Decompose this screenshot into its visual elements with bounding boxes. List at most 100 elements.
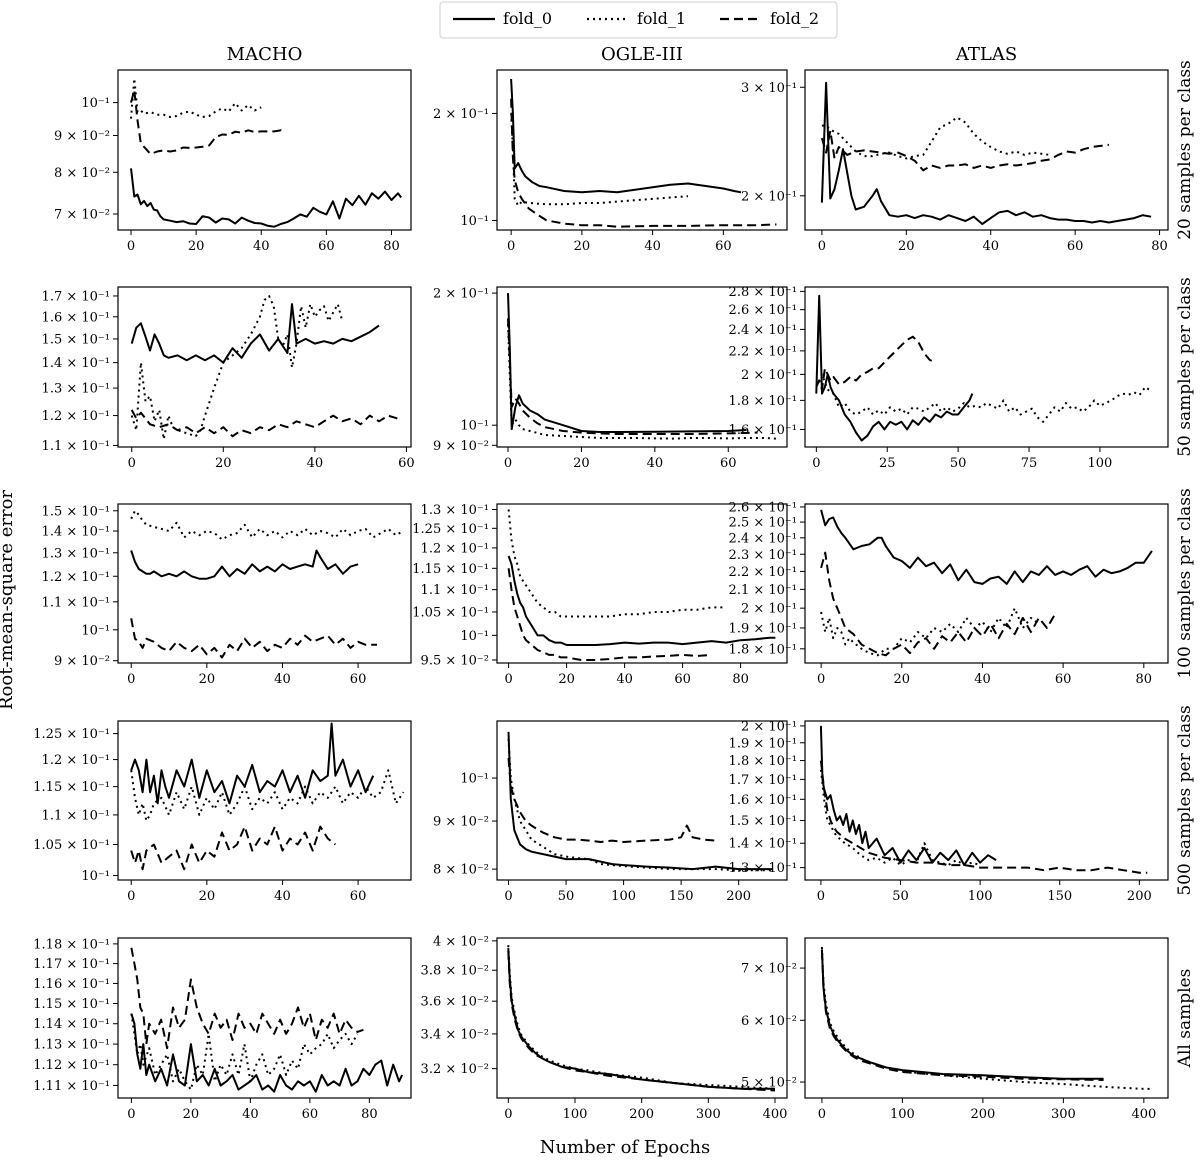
x-tick-label: 60 bbox=[302, 1107, 319, 1122]
x-tick-label: 60 bbox=[1055, 672, 1072, 687]
y-tick-label: 5 × 10⁻² bbox=[741, 1076, 797, 1091]
panel-4-2: 0 100 200 300 400 5 × 10⁻² 6 × 10⁻² 7 × 10⁻² bbox=[741, 937, 1169, 1122]
y-tick-label: 1.18 × 10⁻¹ bbox=[33, 937, 110, 952]
x-tick-label: 40 bbox=[253, 239, 270, 254]
series-line-fold_2 bbox=[130, 947, 364, 1050]
row-label: 500 samples per class bbox=[1175, 705, 1195, 895]
y-tick-label: 1.3 × 10⁻¹ bbox=[42, 546, 110, 561]
series-line-fold_1 bbox=[510, 113, 689, 207]
x-axis-title: Number of Epochs bbox=[540, 1137, 711, 1158]
series-line-fold_1 bbox=[507, 509, 727, 618]
panels: MACHO OGLE-III ATLAS 20 samples per class 50… bbox=[33, 44, 1195, 1122]
y-tick-label: 1.1 × 10⁻¹ bbox=[42, 439, 110, 454]
y-tick-label: 1.8 × 10⁻¹ bbox=[729, 394, 797, 409]
x-tick-label: 100 bbox=[968, 889, 993, 904]
panel-frame bbox=[804, 720, 1169, 881]
panel-frame bbox=[117, 720, 412, 881]
panel-2-0: 0 20 40 60 9 × 10⁻² 10⁻¹ 1.1 × 10⁻¹ 1.2 × 10⁻¹ 1… bbox=[42, 503, 412, 687]
x-tick-label: 100 bbox=[611, 889, 636, 904]
y-tick-label: 1.1 × 10⁻¹ bbox=[42, 808, 110, 823]
series-line-fold_0 bbox=[507, 948, 775, 1090]
y-tick-label: 1.4 × 10⁻¹ bbox=[42, 356, 110, 371]
series-line-fold_2 bbox=[510, 98, 777, 228]
y-tick-label: 1.7 × 10⁻¹ bbox=[729, 773, 797, 788]
y-tick-label: 10⁻¹ bbox=[460, 629, 489, 644]
x-tick-label: 100 bbox=[890, 1107, 915, 1122]
y-tick-label: 4 × 10⁻² bbox=[433, 934, 489, 949]
x-tick-label: 150 bbox=[669, 889, 694, 904]
legend-frame bbox=[439, 1, 838, 39]
panel-3-1: 0 50 100 150 200 8 × 10⁻² 9 × 10⁻² 10⁻¹ bbox=[433, 720, 788, 904]
x-tick-label: 0 bbox=[127, 239, 135, 254]
y-tick-label: 1.2 × 10⁻¹ bbox=[42, 409, 110, 424]
y-tick-label: 2 × 10⁻¹ bbox=[433, 287, 489, 302]
series-line-fold_2 bbox=[820, 551, 1056, 657]
row-label: 20 samples per class bbox=[1175, 60, 1195, 240]
x-tick-label: 0 bbox=[127, 1107, 135, 1122]
x-tick-label: 200 bbox=[726, 889, 751, 904]
x-tick-label: 40 bbox=[242, 1107, 259, 1122]
series-line-fold_0 bbox=[130, 1013, 404, 1093]
y-axis-title: Root-mean-square error bbox=[0, 490, 17, 710]
x-tick-label: 300 bbox=[696, 1107, 721, 1122]
panel-frame bbox=[804, 503, 1169, 664]
y-tick-label: 1.17 × 10⁻¹ bbox=[33, 957, 110, 972]
series-line-fold_0 bbox=[130, 722, 375, 805]
x-tick-label: 60 bbox=[715, 239, 732, 254]
x-tick-label: 60 bbox=[674, 672, 691, 687]
x-tick-label: 60 bbox=[720, 456, 737, 471]
y-tick-label: 1.4 × 10⁻¹ bbox=[42, 525, 110, 540]
x-tick-label: 100 bbox=[563, 1107, 588, 1122]
y-tick-label: 6 × 10⁻² bbox=[741, 1014, 797, 1029]
x-tick-label: 50 bbox=[950, 456, 967, 471]
series-line-fold_1 bbox=[130, 295, 344, 441]
y-tick-label: 2.1 × 10⁻¹ bbox=[729, 583, 797, 598]
panel-frame bbox=[496, 286, 788, 448]
panel-0-2: 0 20 40 60 80 2 × 10⁻¹ 3 × 10⁻¹ bbox=[741, 69, 1169, 254]
legend-label-fold_2: fold_2 bbox=[770, 9, 819, 28]
y-tick-label: 7 × 10⁻² bbox=[741, 962, 797, 977]
y-tick-label: 1.15 × 10⁻¹ bbox=[412, 562, 489, 577]
series-line-fold_2 bbox=[130, 89, 285, 156]
series-line-fold_1 bbox=[820, 607, 1040, 657]
y-tick-label: 3 × 10⁻¹ bbox=[741, 81, 797, 96]
series-line-fold_1 bbox=[130, 769, 405, 822]
x-tick-label: 40 bbox=[274, 672, 291, 687]
x-tick-label: 40 bbox=[307, 456, 324, 471]
series-line-fold_0 bbox=[510, 78, 742, 194]
y-tick-label: 1.11 × 10⁻¹ bbox=[33, 1079, 110, 1094]
x-tick-label: 50 bbox=[558, 889, 575, 904]
y-tick-label: 2 × 10⁻¹ bbox=[741, 602, 797, 617]
x-tick-label: 20 bbox=[199, 672, 216, 687]
panel-frame bbox=[117, 503, 412, 664]
series-line-fold_1 bbox=[130, 509, 404, 541]
y-tick-label: 9 × 10⁻² bbox=[54, 129, 110, 144]
row-label: All samples bbox=[1175, 969, 1195, 1069]
y-tick-label: 1.9 × 10⁻¹ bbox=[729, 621, 797, 636]
panel-0-0: 0 20 40 60 80 7 × 10⁻² 8 × 10⁻² 9 × 10⁻² 10⁻¹ bbox=[54, 69, 412, 254]
x-tick-label: 20 bbox=[898, 239, 915, 254]
series-line-fold_1 bbox=[819, 769, 981, 867]
x-tick-label: 0 bbox=[818, 239, 826, 254]
row-label: 100 samples per class bbox=[1175, 488, 1195, 678]
x-tick-label: 80 bbox=[383, 239, 400, 254]
series-line-fold_1 bbox=[507, 945, 776, 1090]
x-tick-label: 60 bbox=[318, 239, 335, 254]
y-tick-label: 1.1 × 10⁻¹ bbox=[421, 583, 489, 598]
x-tick-label: 300 bbox=[1051, 1107, 1076, 1122]
series-line-fold_2 bbox=[820, 950, 1104, 1081]
y-tick-label: 1.3 × 10⁻¹ bbox=[42, 382, 110, 397]
column-title: ATLAS bbox=[955, 44, 1017, 65]
x-tick-label: 0 bbox=[504, 889, 512, 904]
series-line-fold_0 bbox=[819, 725, 997, 867]
y-tick-label: 2 × 10⁻¹ bbox=[741, 189, 797, 204]
x-tick-label: 60 bbox=[398, 456, 415, 471]
panel-frame bbox=[117, 286, 412, 448]
x-tick-label: 0 bbox=[127, 889, 135, 904]
series-line-fold_2 bbox=[819, 760, 1148, 874]
y-tick-label: 1.2 × 10⁻¹ bbox=[421, 541, 489, 556]
legend-label-fold_0: fold_0 bbox=[503, 9, 552, 28]
y-tick-label: 1.2 × 10⁻¹ bbox=[42, 570, 110, 585]
x-tick-label: 400 bbox=[1131, 1107, 1156, 1122]
